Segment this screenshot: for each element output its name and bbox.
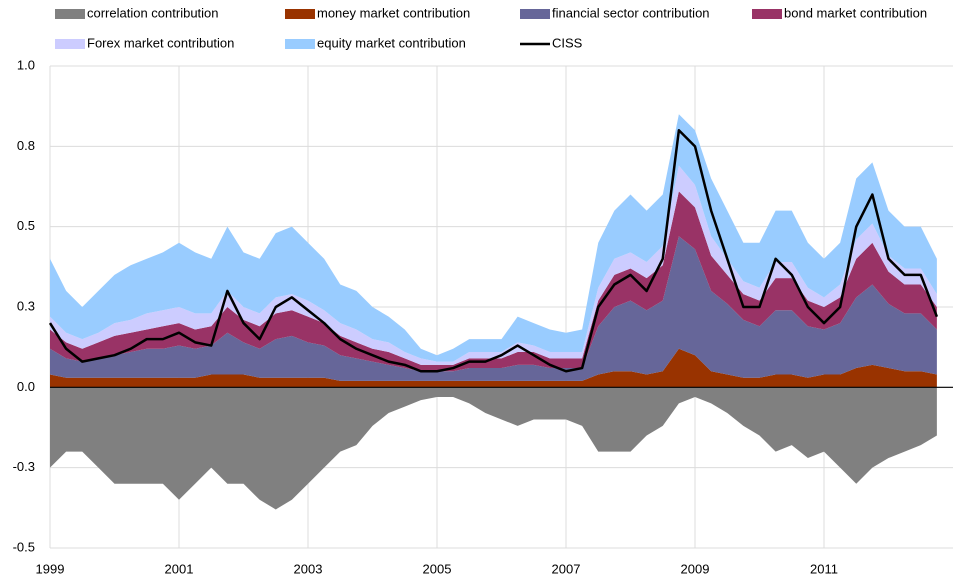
area-series xyxy=(50,387,937,510)
legend-swatch xyxy=(285,39,315,49)
legend-label: Forex market contribution xyxy=(87,35,234,50)
y-tick-label: -0.3 xyxy=(13,459,35,474)
x-tick-label: 1999 xyxy=(36,561,65,576)
x-tick-label: 2011 xyxy=(810,561,838,576)
legend-label: CISS xyxy=(552,35,583,50)
y-tick-label: -0.5 xyxy=(13,539,35,554)
area-series xyxy=(50,348,937,388)
legend-swatch xyxy=(520,9,550,19)
legend-label: correlation contribution xyxy=(87,5,219,20)
area-series xyxy=(50,114,937,362)
y-tick-label: 0.8 xyxy=(17,138,35,153)
area-series xyxy=(50,236,937,381)
legend-swatch xyxy=(55,9,85,19)
y-tick-label: 0.5 xyxy=(17,218,35,233)
x-tick-label: 2009 xyxy=(681,561,710,576)
line-series xyxy=(48,129,939,373)
y-tick-label: 0.0 xyxy=(17,379,35,394)
legend-label: financial sector contribution xyxy=(552,5,710,20)
legend-label: money market contribution xyxy=(317,5,470,20)
y-tick-label: 1.0 xyxy=(17,57,35,72)
legend-label: equity market contribution xyxy=(317,35,466,50)
y-tick-label: 0.3 xyxy=(17,298,35,313)
area-series xyxy=(50,191,937,372)
x-tick-label: 2001 xyxy=(165,561,194,576)
x-tick-label: 2005 xyxy=(423,561,452,576)
legend-swatch xyxy=(752,9,782,19)
legend-swatch xyxy=(55,39,85,49)
x-tick-label: 2003 xyxy=(294,561,323,576)
legend-swatch xyxy=(285,9,315,19)
legend-label: bond market contribution xyxy=(784,5,927,20)
x-tick-label: 2007 xyxy=(552,561,581,576)
